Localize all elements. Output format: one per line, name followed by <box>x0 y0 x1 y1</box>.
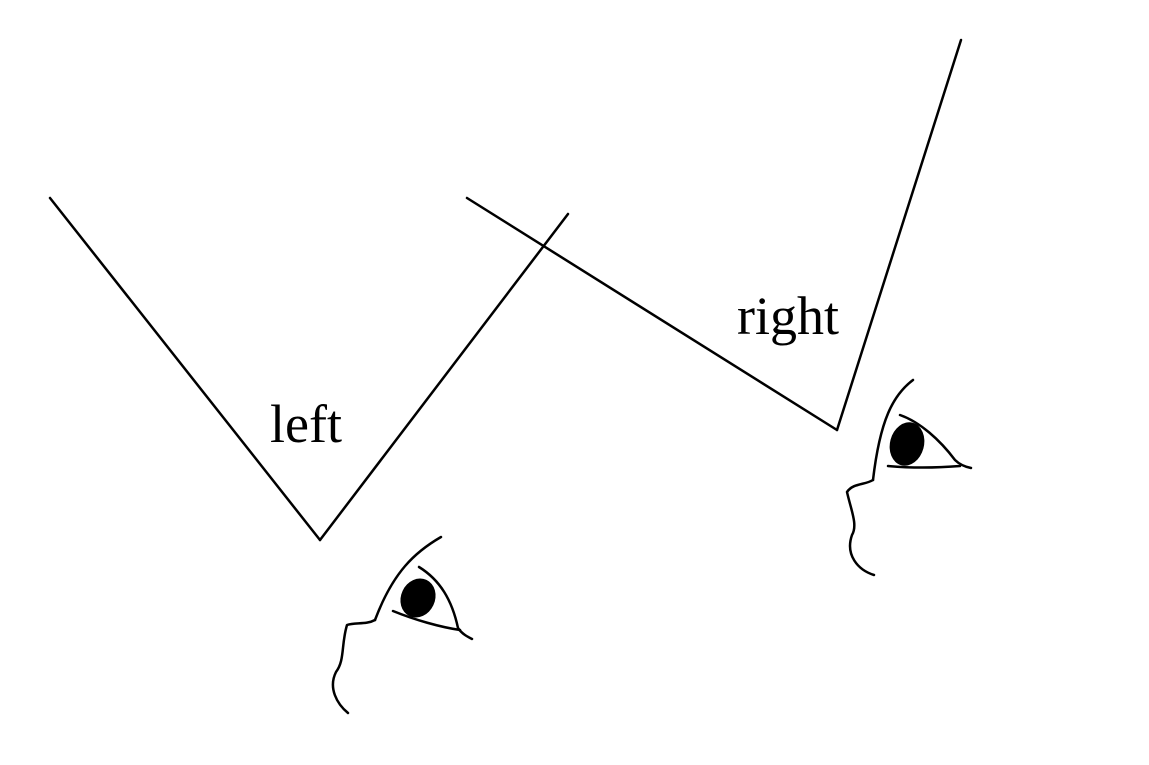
left-angle <box>48 196 570 542</box>
right-viewer-pupil <box>889 422 925 466</box>
left-viewer-eye-profile-icon <box>331 535 474 715</box>
right-viewer-eye-profile-icon <box>845 378 973 577</box>
right-label: right <box>737 286 839 346</box>
left-viewer-pupil <box>400 578 436 618</box>
right-viewer-lower-eyelid <box>886 464 962 469</box>
right-angle-arm-right <box>835 38 963 432</box>
left-viewer-brow <box>373 535 443 622</box>
left-viewer-lower-eyelid <box>391 609 462 632</box>
right-viewer-brow <box>871 378 915 482</box>
right-angle <box>465 38 963 432</box>
right-viewer-nose <box>845 478 876 577</box>
left-viewer-upper-eyelid <box>417 565 474 641</box>
left-label: left <box>270 394 342 454</box>
right-viewer-upper-eyelid <box>898 413 973 470</box>
left-viewer-nose <box>331 618 377 715</box>
left-angle-arm-left <box>48 196 322 542</box>
left-angle-arm-right <box>318 212 570 542</box>
right-angle-arm-left <box>465 196 839 432</box>
